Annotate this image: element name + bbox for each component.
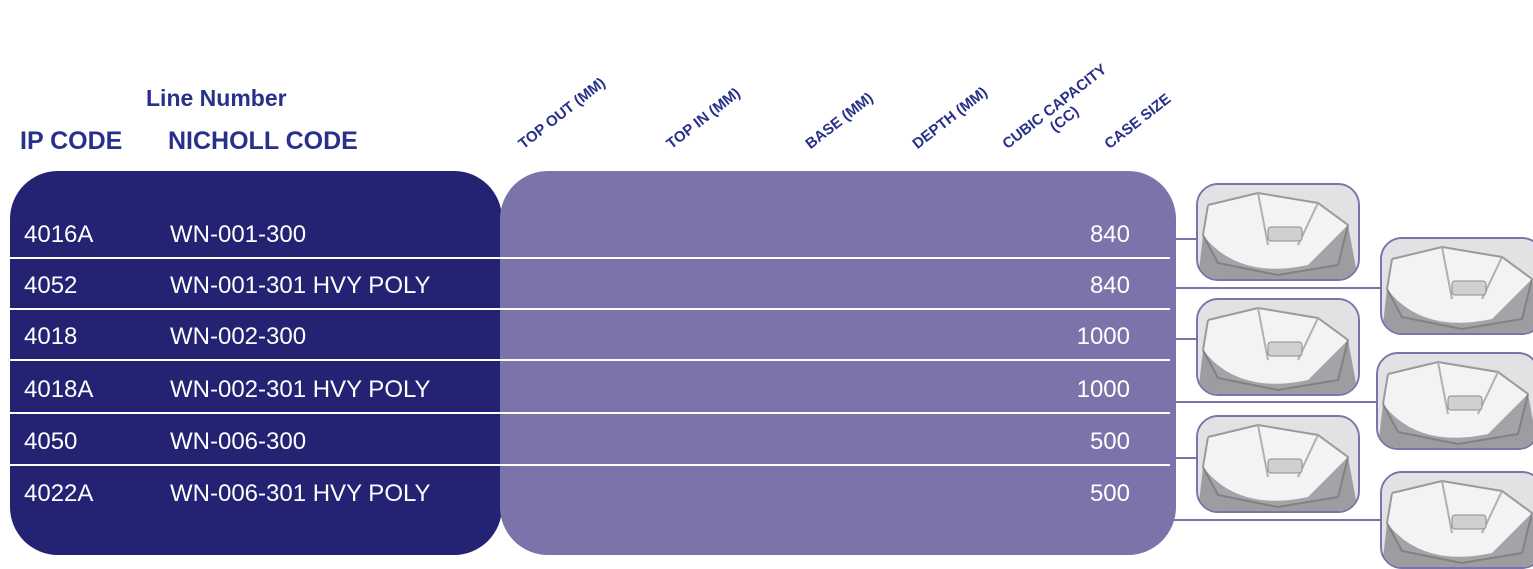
table-row: 4018 WN-002-300 1000 (10, 313, 1170, 361)
column-header-depth: DEPTH (MM) (909, 83, 991, 153)
row-divider (10, 464, 1170, 466)
row-divider (10, 257, 1170, 259)
ip-code-cell: 4018 (24, 323, 78, 350)
cubic-capacity-cell: 1000 (1076, 376, 1130, 403)
nicholl-code-cell: WN-002-301 HVY POLY (170, 376, 431, 403)
row-divider (10, 308, 1170, 310)
row-divider (10, 412, 1170, 414)
code-panel (10, 171, 502, 555)
ip-code-heading: IP CODE (20, 127, 123, 155)
dimensions-panel (500, 171, 1176, 555)
cubic-capacity-cell: 840 (1089, 221, 1130, 248)
connector-line (1170, 338, 1198, 340)
product-photo-icon (1196, 183, 1360, 281)
product-photo-icon (1196, 298, 1360, 396)
row-divider (10, 359, 1170, 361)
column-header-top-out: TOP OUT (MM) (515, 74, 609, 153)
ip-code-cell: 4022A (24, 480, 94, 507)
nicholl-code-cell: WN-002-300 (170, 323, 307, 350)
connector-line (1170, 401, 1378, 403)
cubic-capacity-cell: 500 (1089, 480, 1130, 507)
cubic-capacity-cell: 840 (1089, 272, 1130, 299)
ip-code-cell: 4018A (24, 376, 94, 403)
cubic-capacity-cell: 500 (1089, 428, 1130, 455)
table-row: 4016A WN-001-300 840 (10, 211, 1170, 259)
product-photo-icon (1376, 352, 1533, 450)
nicholl-code-cell: WN-001-301 HVY POLY (170, 272, 431, 299)
nicholl-code-cell: WN-001-300 (170, 221, 307, 248)
nicholl-code-cell: WN-006-301 HVY POLY (170, 480, 431, 507)
connector-line (1170, 238, 1198, 240)
nicholl-code-cell: WN-006-300 (170, 428, 307, 455)
ip-code-cell: 4016A (24, 221, 94, 248)
ip-code-cell: 4052 (24, 272, 78, 299)
connector-line (1170, 457, 1198, 459)
connector-line (1170, 519, 1382, 521)
line-number-heading: Line Number (146, 85, 287, 111)
column-header-case-size: CASE SIZE (1101, 90, 1175, 153)
nicholl-code-heading: NICHOLL CODE (168, 127, 358, 155)
product-photo-icon (1196, 415, 1360, 513)
connector-line (1170, 287, 1382, 289)
table-row: 4018A WN-002-301 HVY POLY 1000 (10, 366, 1170, 414)
product-photo-icon (1380, 471, 1533, 569)
column-header-cubic-capacity: CUBIC CAPACITY (CC) (999, 61, 1120, 166)
product-photo-icon (1380, 237, 1533, 335)
table-row: 4050 WN-006-300 500 (10, 418, 1170, 466)
table-row: 4052 WN-001-301 HVY POLY 840 (10, 262, 1170, 310)
table-row: 4022A WN-006-301 HVY POLY 500 (10, 470, 1170, 518)
ip-code-cell: 4050 (24, 428, 78, 455)
column-header-base: BASE (MM) (802, 89, 877, 153)
column-header-top-in: TOP IN (MM) (663, 84, 744, 153)
cubic-capacity-cell: 1000 (1076, 323, 1130, 350)
